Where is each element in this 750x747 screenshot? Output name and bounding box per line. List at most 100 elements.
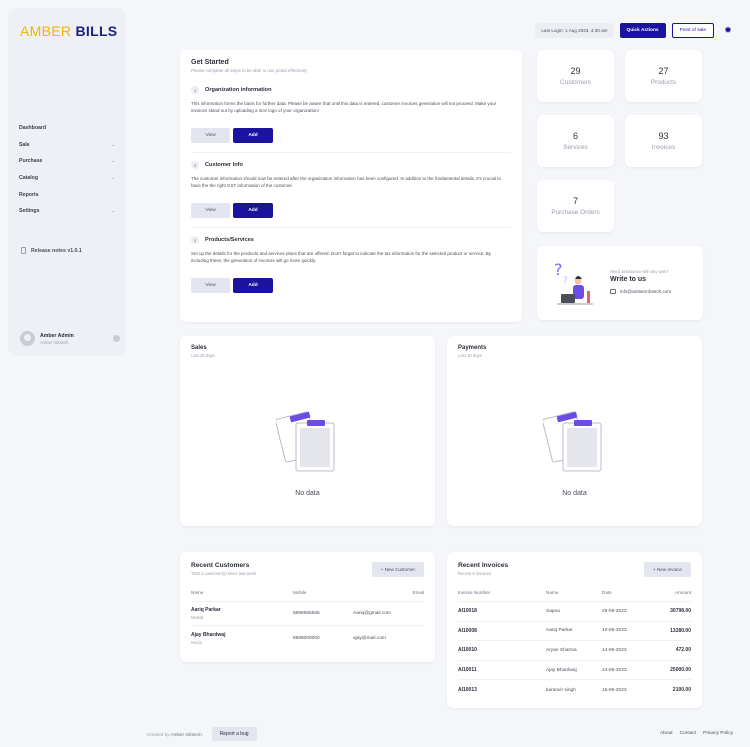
sidebar-item-purchase[interactable]: Purchase ⌄ xyxy=(19,153,115,170)
column-invoice-number: Invoice Number xyxy=(458,590,491,595)
top-bar: Last Login: 1 Aug 2023, 4:30 am Quick Ac… xyxy=(535,22,736,38)
footer-link-privacy[interactable]: Privacy Policy xyxy=(703,731,733,736)
invoice-date: 14-06-2023 xyxy=(602,647,627,653)
sun-icon[interactable]: ✹ xyxy=(724,24,732,35)
sidebar-item-dashboard[interactable]: Dashboard xyxy=(19,120,115,137)
recent-invoices-card: Recent Invoices Recent 5 invoices + New … xyxy=(447,552,702,708)
step-customer: 2 Customer Info The customer information… xyxy=(191,152,511,218)
payments-empty-state: No data xyxy=(562,490,587,497)
support-illustration: ? ? xyxy=(554,260,593,305)
avatar xyxy=(20,331,35,346)
stat-purchase-orders[interactable]: 7 Purchase Orders xyxy=(537,180,614,232)
invoice-amount: 13280.00 xyxy=(670,627,691,634)
invoice-date: 15-06-2023 xyxy=(602,687,627,693)
recent-customers-title: Recent Customers xyxy=(191,562,250,569)
sidebar-item-reports[interactable]: Reports xyxy=(19,186,115,203)
add-customer-button[interactable]: Add xyxy=(233,203,273,218)
customer-city: Mohali xyxy=(191,615,204,620)
help-email-link[interactable]: info@amberinfotech.com xyxy=(610,289,671,294)
payments-title: Payments xyxy=(458,345,487,351)
step-number: 1 xyxy=(191,86,199,94)
add-organization-button[interactable]: Add xyxy=(233,128,273,143)
point-of-sale-button[interactable]: Point of sale xyxy=(671,22,714,38)
sidebar-item-settings[interactable]: Settings ⌄ xyxy=(19,203,115,220)
footer-link-about[interactable]: About xyxy=(660,731,673,736)
stat-value: 93 xyxy=(658,131,669,141)
user-profile[interactable]: Amber Admin Amber Infotech xyxy=(20,331,120,346)
recent-customers-card: Recent Customers Total 2 customer(s) sin… xyxy=(180,552,435,662)
column-name: Name xyxy=(546,590,559,595)
invoice-number: AI10010 xyxy=(458,647,477,654)
column-name: Name xyxy=(191,590,204,595)
stat-value: 27 xyxy=(658,66,669,76)
table-row[interactable]: AI10018 Sapna 25-06-2023 30798.00 xyxy=(458,602,691,622)
release-notes-link[interactable]: Release notes v1.0.1 xyxy=(21,247,82,254)
user-name: Amber Admin xyxy=(40,332,74,339)
sidebar-item-label: Sale xyxy=(19,141,30,148)
svg-text:?: ? xyxy=(563,276,568,286)
get-started-card: Get Started Please complete all steps to… xyxy=(180,50,522,322)
table-row[interactable]: AI10010 Aryan Sharma 14-06-2023 472.00 xyxy=(458,641,691,661)
new-customer-button[interactable]: + New Customer xyxy=(371,562,424,577)
sidebar-item-label: Purchase xyxy=(19,158,43,165)
svg-text:?: ? xyxy=(554,260,563,279)
table-row[interactable]: Aariq Parkar Mohali 8888555555 Aariq@gma… xyxy=(191,602,424,626)
plus-icon: + xyxy=(380,567,385,572)
stat-value: 7 xyxy=(572,196,578,206)
get-started-title: Get Started xyxy=(191,59,229,66)
chevron-down-icon: ⌄ xyxy=(110,158,115,165)
step-products: 3 Products/Services Set up the details f… xyxy=(191,227,511,293)
brand-logo[interactable]: AMBER BILLS xyxy=(20,23,117,39)
stat-label: Products xyxy=(650,79,677,86)
sidebar-item-catalog[interactable]: Catalog ⌄ xyxy=(19,170,115,187)
stat-label: Services xyxy=(563,144,588,151)
sidebar-item-label: Settings xyxy=(19,208,40,215)
stat-invoices[interactable]: 93 Invoices xyxy=(625,115,702,167)
recent-customers-subtitle: Total 2 customer(s) since last week xyxy=(191,571,257,576)
footer-created-by: Created by Amber Infotech xyxy=(147,731,202,737)
view-organization-button[interactable]: View xyxy=(191,128,230,143)
payments-subtitle: Last 30 days xyxy=(458,353,482,358)
document-icon xyxy=(21,247,26,254)
column-amount: Amount xyxy=(675,590,691,595)
report-bug-button[interactable]: Report a bug xyxy=(211,727,257,741)
step-title: Products/Services xyxy=(205,237,254,243)
customer-email: ajay@mail.com xyxy=(353,635,386,641)
step-description: This information forms the basis for fur… xyxy=(191,101,497,113)
invoice-amount: 472.00 xyxy=(675,647,691,654)
table-row[interactable]: Ajay Bhardwaj Noida 8889000000 ajay@mail… xyxy=(191,626,424,650)
table-row[interactable]: AI10013 karanvir singh 15-06-2023 2100.0… xyxy=(458,680,691,700)
stat-label: Purchase Orders xyxy=(551,209,600,216)
table-header: Invoice Number Name Date Amount xyxy=(458,590,691,602)
chevron-down-icon: ⌄ xyxy=(110,208,115,215)
chevron-down-icon: ⌄ xyxy=(110,141,115,148)
gear-icon[interactable] xyxy=(113,335,120,342)
table-row[interactable]: AI10011 Ajay Bhardwaj 14-06-2023 25000.0… xyxy=(458,661,691,681)
step-number: 3 xyxy=(191,236,199,244)
add-products-button[interactable]: Add xyxy=(233,278,273,293)
invoice-number: AI10011 xyxy=(458,667,477,674)
stat-label: Customers xyxy=(560,79,591,86)
step-description: The customer information should now be e… xyxy=(191,176,502,188)
stat-products[interactable]: 27 Products xyxy=(625,50,702,102)
view-products-button[interactable]: View xyxy=(191,278,230,293)
sidebar-nav: Dashboard Sale ⌄ Purchase ⌄ Catalog ⌄ Repor… xyxy=(19,120,115,220)
quick-actions-button[interactable]: Quick Actions xyxy=(619,22,666,38)
sidebar-item-label: Dashboard xyxy=(19,125,47,132)
invoice-name: Aryan Sharma xyxy=(546,647,577,653)
customer-name: Ajay Bhardwaj xyxy=(191,631,226,638)
invoice-number: AI10013 xyxy=(458,687,477,694)
invoice-date: 10-06-2023 xyxy=(602,628,627,634)
sidebar-item-sale[interactable]: Sale ⌄ xyxy=(19,137,115,154)
table-row[interactable]: AI10008 Aariq Parkar 10-06-2023 13280.00 xyxy=(458,622,691,642)
invoice-name: Aariq Parkar xyxy=(546,628,573,634)
stat-services[interactable]: 6 Services xyxy=(537,115,614,167)
customer-mobile: 8888555555 xyxy=(293,611,320,616)
sales-title: Sales xyxy=(191,345,207,351)
customer-email: Aariq@gmail.com xyxy=(353,611,391,616)
new-invoice-button[interactable]: + New Invoice xyxy=(644,562,691,577)
view-customer-button[interactable]: View xyxy=(191,203,230,218)
footer-link-contact[interactable]: Contact xyxy=(679,731,697,736)
stat-customers[interactable]: 29 Customers xyxy=(537,50,614,102)
footer-org[interactable]: Amber Infotech xyxy=(170,731,202,737)
